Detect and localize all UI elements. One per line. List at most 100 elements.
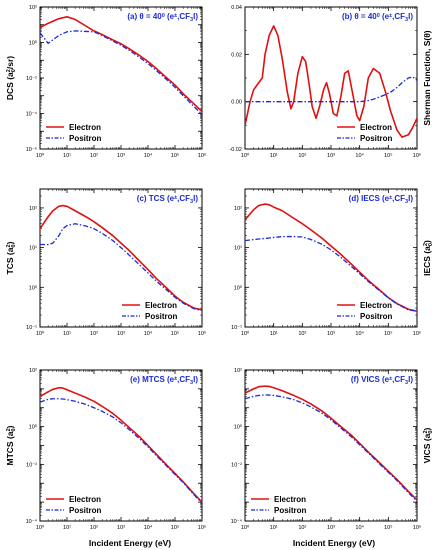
panel-title: (f) VICS (e±,CF3I) (351, 375, 413, 386)
title-part: I) (408, 12, 413, 21)
x-tick-label: 10⁴ (144, 524, 153, 531)
x-tick-label: 10¹ (270, 525, 278, 531)
y-tick-label: 10² (29, 206, 37, 212)
title-part: I) (193, 375, 198, 384)
x-tick-label: 10⁵ (171, 152, 179, 159)
x-tick-label: 10³ (117, 153, 125, 159)
ylabel-part: TCS (a (5, 247, 15, 274)
x-tick-label: 10¹ (63, 153, 71, 159)
title-part: ± (389, 376, 392, 382)
title-part: I) (193, 12, 198, 21)
series-group (245, 25, 417, 138)
y-axis-title: IECS (a02) (422, 240, 434, 276)
series-line-positron (245, 235, 417, 312)
y-tick-label: 0.02 (231, 52, 242, 58)
ylabel-part: ) (5, 425, 15, 428)
y-tick-label: 10⁰ (234, 284, 243, 291)
x-tick-label: 10³ (327, 153, 335, 159)
series-line-positron (40, 223, 202, 312)
legend-label-electron: Electron (69, 495, 101, 504)
x-tick-label: 10⁵ (171, 524, 179, 531)
x-tick-label: 10⁵ (171, 330, 179, 337)
y-tick-label: 10⁻² (26, 462, 37, 468)
plot-frame (39, 188, 203, 328)
title-part: I) (408, 375, 413, 384)
ylabel-part: VICS (a (422, 433, 432, 463)
y-tick-label: 10⁻⁴ (26, 518, 38, 525)
x-tick-label: 10¹ (270, 153, 278, 159)
ylabel-part: ) (422, 240, 432, 243)
ylabel-part: 0 (428, 243, 434, 246)
y-axis-title: DCS (a02/sr) (5, 56, 17, 100)
y-tick-label: 10² (234, 206, 242, 212)
x-tick-label: 10⁴ (355, 330, 364, 337)
legend-label-electron: Electron (145, 301, 177, 310)
legend-label-positron: Positron (69, 134, 102, 143)
title-part: ± (389, 13, 392, 19)
y-axis-title: Sherman Function, S(θ) (422, 30, 432, 125)
legend-label-electron: Electron (69, 123, 101, 132)
panel-f: 10⁰ 10¹ 10² 10³ 10⁴ 10⁵ 10⁶ 10⁻⁴ 10⁻² 10⁰ 10² (f) V… (231, 368, 434, 531)
x-tick-label: 10⁵ (384, 524, 392, 531)
y-axis-title: TCS (a02) (5, 241, 17, 274)
x-tick-label: 10⁶ (198, 152, 206, 159)
x-tick-label: 10⁴ (144, 330, 153, 337)
title-part: 3 (190, 199, 193, 205)
title-part: ,CF (392, 375, 405, 384)
x-tick-label: 10⁴ (144, 152, 153, 159)
y-tick-label: 10² (29, 368, 37, 374)
series-group (40, 386, 202, 504)
y-tick-label: 10⁻⁴ (26, 111, 38, 118)
y-tick-label: 10² (234, 368, 242, 374)
legend-label-electron: Electron (274, 495, 306, 504)
title-part: (c) TCS (e (137, 194, 175, 203)
ylabel-part: 0 (11, 244, 17, 247)
x-tick-label: 10⁴ (355, 524, 364, 531)
ylabel-part: 2 (423, 243, 429, 246)
x-tick-label: 10⁶ (413, 524, 421, 531)
title-part: ± (174, 13, 177, 19)
legend-label-electron: Electron (360, 123, 392, 132)
title-part: 3 (405, 17, 408, 23)
x-tick-label: 10⁰ (241, 152, 250, 159)
title-part: ± (174, 376, 177, 382)
series-line-electron (40, 16, 202, 113)
x-tick-label: 10² (298, 525, 306, 531)
title-part: 3 (405, 380, 408, 386)
legend-label-positron: Positron (360, 312, 393, 321)
x-tick-label: 10⁵ (384, 152, 392, 159)
x-axis-title-right: Incident Energy (eV) (293, 538, 375, 548)
series-group (40, 16, 202, 115)
panel-b: 10⁰ 10¹ 10² 10³ 10⁴ 10⁵ 10⁶ -0.02 0.00 0.02 0.04 (b… (229, 5, 432, 159)
title-part: ,CF (392, 12, 405, 21)
series-line-electron (245, 25, 417, 138)
series-line-positron (245, 394, 417, 502)
title-part: (e (165, 12, 175, 21)
y-tick-label: 10⁻² (231, 462, 242, 468)
x-tick-label: 10⁶ (198, 330, 206, 337)
plot-frame (244, 369, 418, 522)
ylabel-part: MTCS (a (5, 431, 15, 465)
x-tick-label: 10¹ (63, 331, 71, 337)
x-tick-label: 10³ (327, 331, 335, 337)
x-axis-title-left: Incident Energy (eV) (89, 538, 171, 548)
title-part: 3 (190, 380, 193, 386)
panel-title: (d) IECS (e±,CF3I) (349, 194, 414, 205)
y-tick-label: -0.02 (229, 147, 242, 153)
x-tick-label: 10³ (117, 525, 125, 531)
x-tick-label: 10² (90, 525, 98, 531)
ylabel-part: 0 (428, 431, 434, 434)
y-tick-label: 0.04 (231, 5, 242, 11)
y-tick-label: 10⁰ (29, 284, 38, 291)
x-tick-label: 10¹ (63, 525, 71, 531)
legend-label-electron: Electron (360, 301, 392, 310)
legend-label-positron: Positron (69, 506, 102, 515)
y-tick-label: 10⁰ (29, 40, 38, 47)
title-part: (d) IECS (e (349, 194, 390, 203)
title-part: ,CF (177, 194, 190, 203)
x-tick-label: 10⁶ (198, 524, 206, 531)
title-part: ± (174, 195, 177, 201)
title-part: 3 (190, 17, 193, 23)
series-line-positron (40, 398, 202, 504)
